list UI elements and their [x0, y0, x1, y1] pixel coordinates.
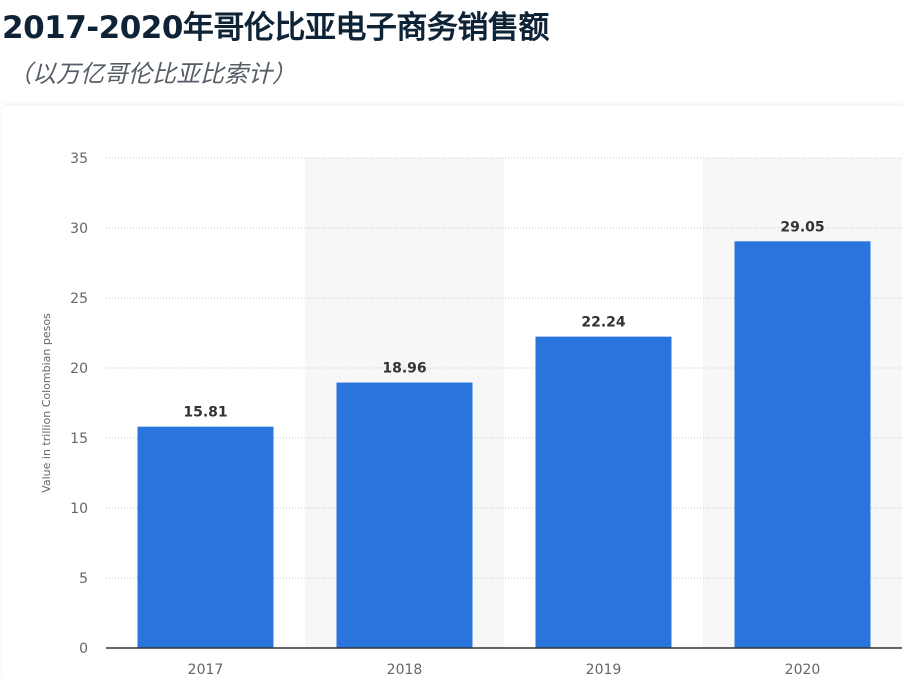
bar-2017: [137, 426, 274, 648]
bar-value-label: 18.96: [382, 361, 426, 377]
bar-chart: 0 5 10 15 20 25 30 35 Value in trillion Colombi…: [40, 151, 902, 678]
y-tick-label: 0: [79, 641, 88, 657]
bars: [137, 241, 871, 649]
chart-title: 2017-2020年哥伦比亚电子商务销售额: [2, 10, 549, 46]
chart-card: 0 5 10 15 20 25 30 35 Value in trillion Colombi…: [2, 106, 906, 680]
value-labels: 15.81 18.96 22.24 29.05: [183, 219, 824, 420]
y-axis-label: Value in trillion Colombian pesos: [40, 313, 53, 493]
x-tick-label: 2017: [188, 662, 224, 678]
bar-2020: [734, 241, 871, 649]
bar-value-label: 29.05: [780, 219, 824, 235]
chart-subtitle: （以万亿哥伦比亚比索计）: [8, 60, 296, 88]
x-tick-label: 2020: [785, 662, 821, 678]
y-tick-label: 25: [70, 291, 88, 307]
y-tick-label: 35: [70, 151, 88, 167]
y-tick-label: 10: [70, 501, 88, 517]
y-tick-label: 30: [70, 221, 88, 237]
x-tick-label: 2018: [387, 662, 423, 678]
bar-value-label: 15.81: [183, 405, 227, 421]
y-tick-label: 15: [70, 431, 88, 447]
y-axis-ticks: 0 5 10 15 20 25 30 35: [70, 151, 88, 657]
x-tick-label: 2019: [586, 662, 622, 678]
bar-value-label: 22.24: [581, 315, 626, 331]
x-axis-ticks: 2017 2018 2019 2020: [188, 662, 821, 678]
y-tick-label: 20: [70, 361, 88, 377]
y-tick-label: 5: [79, 571, 88, 587]
bar-2018: [336, 382, 473, 648]
bar-2019: [535, 336, 672, 648]
